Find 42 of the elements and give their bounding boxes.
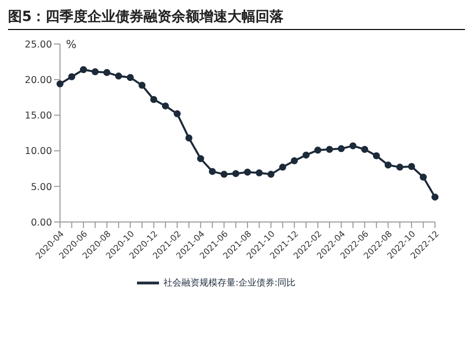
point: [197, 155, 204, 162]
y-axis-title: %: [66, 38, 76, 51]
point: [208, 168, 216, 175]
point: [396, 164, 404, 171]
point: [408, 162, 416, 170]
y-tick-label: 20.00: [24, 74, 52, 86]
point: [256, 169, 263, 176]
point: [232, 170, 240, 178]
point: [314, 146, 322, 154]
point: [68, 73, 76, 80]
y-tick-label: 15.00: [24, 110, 52, 122]
point: [80, 66, 87, 74]
point: [372, 152, 380, 160]
legend-label: 社会融资规模存量:企业债券:同比: [163, 278, 296, 288]
point: [267, 170, 274, 178]
point: [361, 146, 368, 153]
point: [56, 80, 64, 88]
point: [326, 146, 334, 153]
point: [302, 152, 310, 159]
y-tick-label: 0.00: [30, 217, 52, 228]
point: [103, 68, 110, 76]
point: [384, 162, 392, 169]
point: [279, 164, 286, 171]
point: [338, 145, 345, 152]
point: [150, 96, 158, 104]
point: [162, 102, 169, 110]
point: [420, 174, 427, 181]
point: [115, 72, 122, 80]
y-tick-label: 25.00: [24, 39, 52, 50]
point: [138, 82, 146, 89]
point: [349, 142, 356, 150]
y-tick-label: 5.00: [30, 182, 52, 193]
point: [185, 134, 192, 142]
point: [432, 194, 438, 201]
point: [220, 170, 228, 178]
point: [244, 168, 251, 176]
point: [174, 110, 181, 118]
y-tick-label: 10.00: [24, 146, 52, 158]
point: [92, 68, 99, 76]
point: [290, 157, 298, 164]
chart-title: 图5：四季度企业债券融资余额增速大幅回落: [8, 8, 465, 30]
point: [126, 74, 134, 81]
